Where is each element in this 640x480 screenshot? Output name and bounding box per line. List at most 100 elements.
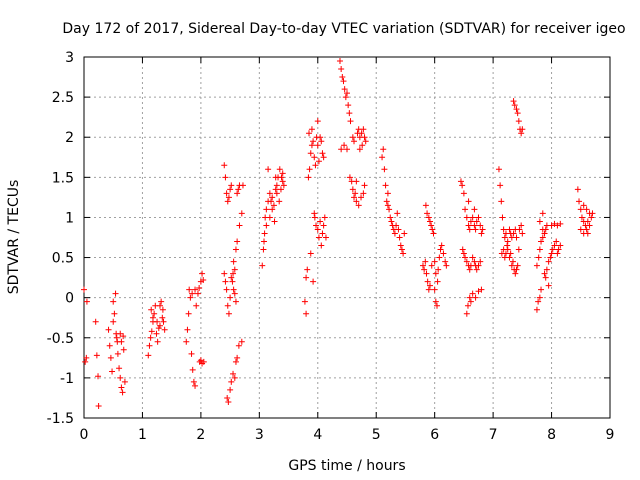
- data-point: [541, 230, 548, 237]
- data-point: [583, 226, 590, 233]
- chart-title: Day 172 of 2017, Sidereal Day-to-day VTE…: [62, 21, 625, 37]
- data-point: [471, 258, 478, 265]
- data-point: [235, 342, 242, 349]
- data-point: [314, 142, 321, 149]
- data-point: [356, 146, 363, 153]
- data-point: [313, 222, 320, 229]
- data-point: [477, 222, 484, 229]
- data-point: [557, 242, 564, 249]
- data-point: [229, 278, 236, 285]
- data-point: [469, 254, 476, 261]
- data-point: [539, 234, 546, 241]
- data-point: [400, 250, 407, 257]
- data-point: [336, 58, 343, 65]
- y-tick-label: -0.5: [47, 331, 74, 347]
- data-point: [159, 306, 166, 313]
- data-point: [506, 226, 513, 233]
- data-point: [192, 382, 199, 389]
- data-point: [280, 182, 287, 189]
- data-point: [349, 134, 356, 141]
- data-point: [312, 162, 319, 169]
- data-point: [189, 290, 196, 297]
- data-point: [278, 174, 285, 181]
- data-point: [387, 214, 394, 221]
- data-point: [388, 218, 395, 225]
- data-point: [533, 306, 540, 313]
- x-tick-label: 1: [138, 427, 147, 443]
- data-point: [501, 234, 508, 241]
- data-point: [276, 166, 283, 173]
- data-point: [360, 190, 367, 197]
- data-point: [279, 170, 286, 177]
- data-point: [221, 270, 228, 277]
- data-point: [419, 262, 426, 269]
- data-point: [232, 298, 239, 305]
- data-point: [361, 134, 368, 141]
- data-point: [273, 182, 280, 189]
- data-point: [224, 394, 231, 401]
- x-tick-label: 4: [313, 427, 322, 443]
- x-tick-label: 8: [547, 427, 556, 443]
- y-tick-label: 2.5: [52, 90, 74, 106]
- data-point: [545, 258, 552, 265]
- data-point: [119, 389, 126, 396]
- data-point: [518, 222, 525, 229]
- data-point: [401, 230, 408, 237]
- data-point: [95, 402, 102, 409]
- data-point: [548, 250, 555, 257]
- data-point: [271, 218, 278, 225]
- data-point: [475, 214, 482, 221]
- data-point: [380, 146, 387, 153]
- data-point: [222, 278, 229, 285]
- data-point: [584, 218, 591, 225]
- data-point: [200, 358, 207, 365]
- data-point: [471, 206, 478, 213]
- data-point: [431, 258, 438, 265]
- data-point: [462, 254, 469, 261]
- data-point: [536, 294, 543, 301]
- data-point: [538, 238, 545, 245]
- data-point: [442, 258, 449, 265]
- data-point: [338, 146, 345, 153]
- data-point: [110, 298, 117, 305]
- y-tick-label: -1: [60, 371, 74, 387]
- data-point: [270, 202, 277, 209]
- y-axis: -1.5 -1 -0.5 0 0.5 1 1.5 2 2.5 3: [47, 50, 610, 427]
- data-point: [225, 310, 232, 317]
- data-point: [193, 302, 200, 309]
- data-point: [266, 214, 273, 221]
- data-point: [315, 234, 322, 241]
- data-point: [340, 78, 347, 85]
- data-point: [353, 178, 360, 185]
- data-point: [320, 222, 327, 229]
- data-point: [259, 262, 266, 269]
- data-point: [105, 326, 112, 333]
- data-point: [118, 338, 125, 345]
- data-point: [187, 294, 194, 301]
- data-point: [121, 378, 128, 385]
- data-point: [536, 246, 543, 253]
- data-point: [466, 226, 473, 233]
- data-point: [586, 222, 593, 229]
- data-point: [538, 286, 545, 293]
- data-point: [185, 310, 192, 317]
- data-point: [347, 118, 354, 125]
- data-point: [95, 373, 102, 380]
- data-point: [314, 226, 321, 233]
- data-point: [269, 194, 276, 201]
- data-point: [189, 366, 196, 373]
- data-point: [586, 210, 593, 217]
- data-point: [361, 182, 368, 189]
- data-point: [222, 174, 229, 181]
- data-point: [339, 74, 346, 81]
- data-point: [186, 286, 193, 293]
- x-tick-label: 9: [606, 427, 615, 443]
- data-point: [236, 222, 243, 229]
- data-point: [497, 182, 504, 189]
- data-point: [514, 262, 521, 269]
- data-point: [465, 222, 472, 229]
- data-point: [93, 352, 100, 359]
- data-point: [535, 298, 542, 305]
- data-point: [310, 138, 317, 145]
- data-point: [319, 230, 326, 237]
